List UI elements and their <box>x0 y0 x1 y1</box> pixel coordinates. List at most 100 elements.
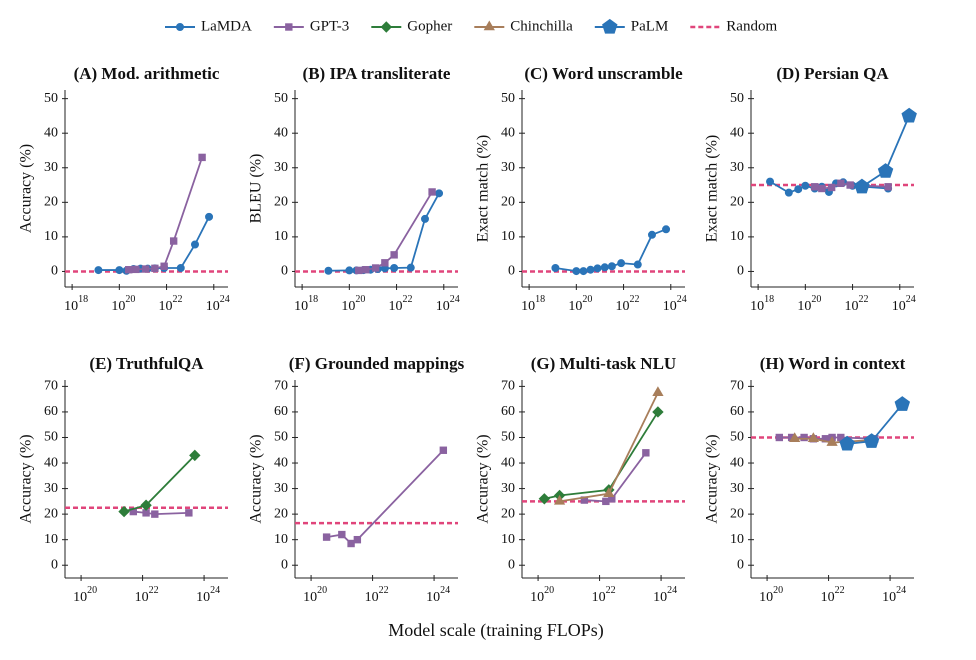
y-tick-label: 10 <box>274 229 288 244</box>
x-tick-label: 1022 <box>845 294 869 314</box>
series-line <box>123 454 196 513</box>
chart-title: (E) TruthfulQA <box>89 354 204 373</box>
data-point <box>169 237 178 245</box>
data-point <box>185 509 193 517</box>
x-tick-label: 1020 <box>73 585 97 605</box>
y-axis-label: BLEU (%) <box>248 154 265 224</box>
series-line <box>544 411 659 500</box>
y-axis-label: Accuracy (%) <box>475 434 492 523</box>
y-tick-label: 0 <box>51 557 58 572</box>
data-point <box>420 214 429 223</box>
data-point <box>125 266 133 274</box>
y-tick-label: 30 <box>501 481 515 496</box>
x-tick-label: 1024 <box>653 585 677 605</box>
legend-marker <box>483 20 495 31</box>
data-point <box>775 433 784 442</box>
data-point <box>652 406 664 418</box>
data-point <box>593 264 602 273</box>
data-point <box>652 386 664 397</box>
x-tick-label: 1022 <box>135 585 159 605</box>
data-point <box>118 505 130 518</box>
data-point <box>151 510 159 518</box>
y-tick-label: 0 <box>51 264 58 279</box>
legend-label: PaLM <box>631 18 669 34</box>
data-point <box>827 183 836 192</box>
y-tick-label: 40 <box>274 455 288 470</box>
y-tick-label: 50 <box>274 430 288 445</box>
x-tick-label: 1024 <box>892 294 916 314</box>
y-tick-label: 20 <box>501 506 515 521</box>
x-tick-label: 1024 <box>196 585 220 605</box>
y-axis-label: Accuracy (%) <box>248 434 265 523</box>
data-point <box>551 263 560 272</box>
x-tick-label: 1018 <box>64 294 88 314</box>
data-point <box>826 436 838 446</box>
y-tick-label: 0 <box>737 557 744 572</box>
data-point <box>794 185 803 194</box>
data-point <box>839 435 855 451</box>
data-point <box>371 264 380 272</box>
y-tick-label: 60 <box>501 404 515 419</box>
y-tick-label: 50 <box>730 91 744 106</box>
y-tick-label: 70 <box>730 379 744 394</box>
series-line <box>128 157 203 271</box>
data-point <box>811 183 819 191</box>
y-tick-label: 40 <box>44 455 58 470</box>
data-point <box>854 178 870 194</box>
x-tick-label: 1022 <box>821 585 845 605</box>
x-tick-label: 1018 <box>750 294 774 314</box>
y-tick-label: 30 <box>501 160 515 175</box>
data-point <box>617 259 626 268</box>
x-tick-label: 1024 <box>663 294 687 314</box>
y-tick-label: 30 <box>44 481 58 496</box>
x-tick-label: 1022 <box>365 585 389 605</box>
y-tick-label: 10 <box>730 532 744 547</box>
y-tick-label: 0 <box>737 264 744 279</box>
data-point <box>189 449 201 462</box>
data-point <box>538 493 551 505</box>
data-point <box>603 487 615 497</box>
data-point <box>362 266 370 274</box>
series-line <box>133 510 189 516</box>
y-tick-label: 0 <box>281 264 288 279</box>
chart-title: (F) Grounded mappings <box>289 354 465 373</box>
data-point <box>345 266 354 275</box>
data-point <box>600 263 609 272</box>
y-tick-label: 20 <box>274 195 288 210</box>
data-point <box>553 494 566 505</box>
x-tick-label: 1018 <box>521 294 545 314</box>
data-point <box>347 539 355 548</box>
data-point <box>633 260 642 269</box>
legend-marker <box>176 23 184 31</box>
legend-label: LaMDA <box>201 18 252 34</box>
data-point <box>586 265 595 274</box>
y-tick-label: 10 <box>501 532 515 547</box>
data-point <box>572 267 581 276</box>
data-point <box>140 499 152 511</box>
data-point <box>435 189 444 198</box>
y-tick-label: 40 <box>730 455 744 470</box>
x-tick-label: 1020 <box>568 294 592 314</box>
x-axis-label: Model scale (training FLOPs) <box>388 620 603 641</box>
y-tick-label: 30 <box>274 481 288 496</box>
data-point <box>846 181 854 189</box>
data-point <box>901 107 917 123</box>
data-point <box>355 266 363 275</box>
y-tick-label: 30 <box>44 160 58 175</box>
chart-title: (B) IPA transliterate <box>303 64 451 83</box>
y-tick-label: 30 <box>730 481 744 496</box>
legend-label: Random <box>726 18 777 34</box>
y-tick-label: 40 <box>501 125 515 140</box>
x-tick-label: 1024 <box>882 585 906 605</box>
y-tick-label: 50 <box>274 91 288 106</box>
y-tick-label: 40 <box>44 125 58 140</box>
y-tick-label: 0 <box>281 557 288 572</box>
data-point <box>784 188 793 197</box>
y-tick-label: 70 <box>274 379 288 394</box>
legend-label: Chinchilla <box>510 18 573 34</box>
y-tick-label: 10 <box>501 229 515 244</box>
data-point <box>800 433 808 442</box>
data-point <box>837 179 845 188</box>
